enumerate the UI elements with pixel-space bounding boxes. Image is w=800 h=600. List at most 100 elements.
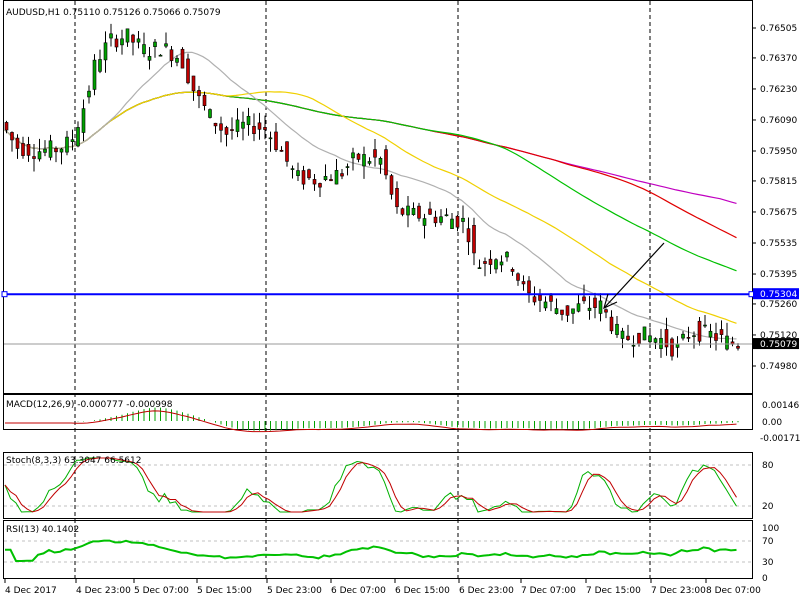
candle-body [114, 38, 119, 48]
candle-body [406, 205, 410, 216]
candle-body [653, 338, 658, 343]
price-axis: 0.76505 0.76370 0.76230 0.76090 0.75950 0.758… [752, 24, 797, 372]
price-tick-label: 0.75120 [760, 331, 797, 341]
candle-body [631, 344, 636, 347]
stoch-tick-80: 80 [762, 461, 774, 471]
candle-body [576, 303, 581, 312]
price-tick-label: 0.76505 [760, 24, 797, 34]
rsi-tick-30: 30 [762, 558, 774, 568]
candle-body [340, 173, 344, 177]
candle-body [186, 58, 190, 84]
candle-body [125, 28, 130, 43]
candle-body [197, 90, 201, 97]
candle-body [224, 127, 229, 135]
candle-body [279, 149, 284, 152]
macd-title: MACD(12,26,9) -0.000777 -0.000998 [6, 400, 173, 410]
candle-body [301, 170, 306, 185]
stoch-panel-border [3, 452, 753, 519]
price-label-support: 0.75304 [753, 288, 799, 300]
candle-body [169, 49, 174, 61]
candle-body [692, 335, 696, 337]
macd-signal-line [5, 410, 737, 433]
candle-body [37, 151, 42, 160]
candle-body [450, 218, 454, 229]
stoch-title: Stoch(8,3,3) 63.3047 66.5612 [6, 456, 141, 466]
time-tick-label: 7 Dec 23:00 [651, 586, 706, 596]
arrow-annotation[interactable] [603, 242, 665, 310]
candle-body [15, 137, 20, 149]
rsi-line [5, 539, 737, 562]
candle-body [32, 156, 36, 159]
time-tick-label: 5 Dec 15:00 [197, 586, 252, 596]
price-tick-label: 0.75950 [760, 147, 797, 157]
candle-body [477, 267, 482, 269]
candle-body [103, 42, 108, 61]
candle-body [400, 208, 405, 215]
time-tick-label: 8 Dec 07:00 [706, 586, 761, 596]
candle-body [378, 158, 383, 165]
moving-average-line [4, 91, 737, 324]
time-axis: 4 Dec 2017 4 Dec 23:00 5 Dec 07:00 5 Dec 15… [4, 579, 761, 596]
candle-body [334, 170, 339, 185]
macd-panel-border [3, 394, 753, 430]
time-tick-label: 6 Dec 15:00 [395, 586, 450, 596]
main-panel-border [3, 0, 753, 394]
candle-body [98, 59, 102, 72]
candle-body [549, 295, 553, 302]
candle-body [664, 329, 669, 348]
moving-average-line [4, 91, 737, 239]
candle-body [136, 38, 141, 43]
dropdown-icon[interactable]: ▼ [9, 0, 16, 1]
candle-body [131, 34, 135, 43]
candle-body [604, 309, 608, 313]
price-tick-label: 0.75815 [760, 177, 797, 187]
candle-body [230, 129, 234, 131]
candle-body [466, 228, 471, 243]
candle-body [554, 308, 559, 314]
candle-body [395, 188, 399, 208]
candle-body [615, 323, 619, 335]
candle-body [499, 261, 504, 266]
candle-body [488, 258, 493, 265]
candle-body [312, 179, 317, 185]
time-tick-label: 7 Dec 15:00 [586, 586, 641, 596]
time-tick-label: 5 Dec 07:00 [134, 586, 189, 596]
candle-body [362, 154, 366, 167]
time-tick-label: 5 Dec 23:00 [267, 586, 322, 596]
price-tick-label: 0.76230 [760, 85, 797, 95]
candle-body [153, 41, 157, 47]
candle-body [428, 208, 432, 215]
candle-body [158, 54, 163, 57]
candle-body [109, 33, 113, 39]
candle-body [571, 308, 575, 314]
price-label-current: 0.75079 [753, 338, 799, 350]
candle-body [521, 281, 526, 285]
candle-body [637, 332, 641, 345]
support-line-handle-left[interactable] [1, 291, 8, 298]
candle-body [120, 38, 124, 46]
candle-body [191, 75, 196, 92]
candle-body [351, 152, 355, 159]
candle-body [92, 59, 97, 90]
candle-body [642, 326, 647, 341]
macd-histogram [77, 407, 739, 431]
candle-body [626, 335, 630, 340]
candle-body [384, 149, 388, 176]
candle-body [565, 305, 570, 316]
macd-tick-high: 0.001467 [762, 401, 800, 411]
candle-body [65, 136, 69, 153]
candle-body [483, 261, 487, 264]
time-tick-label: 7 Dec 07:00 [521, 586, 576, 596]
svg-text:0.75304: 0.75304 [760, 290, 797, 300]
candle-body [296, 170, 300, 177]
candle-body [219, 123, 223, 131]
candle-body [593, 297, 597, 308]
candle-body [411, 207, 416, 215]
stoch-tick-20: 20 [762, 502, 774, 512]
candle-body [21, 143, 25, 156]
candle-body [263, 127, 267, 130]
candle-body [235, 119, 240, 132]
candle-body [609, 316, 614, 332]
candle-body [345, 166, 350, 168]
